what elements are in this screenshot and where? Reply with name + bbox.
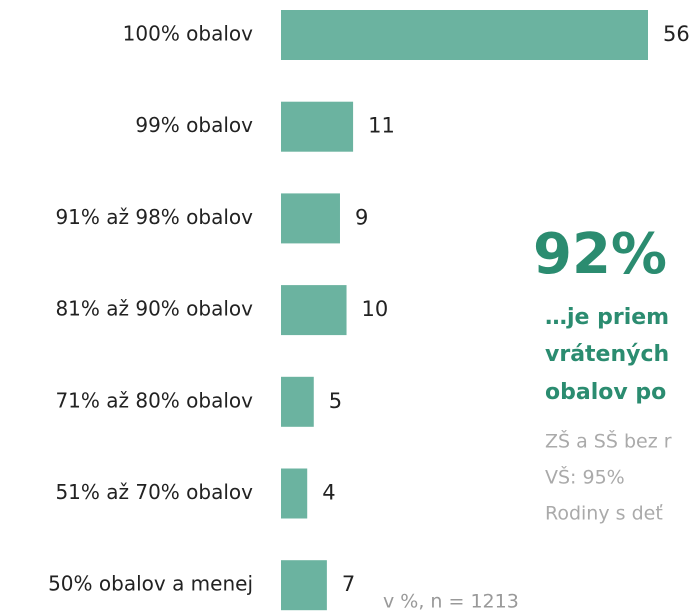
value-label: 4	[322, 481, 335, 505]
annotation-line: …je priem	[545, 305, 669, 330]
category-label: 71% až 80% obalov	[55, 388, 253, 412]
value-label: 11	[368, 114, 395, 138]
bar	[281, 560, 327, 611]
category-label: 81% až 90% obalov	[55, 297, 253, 321]
bar	[281, 10, 648, 60]
category-label: 100% obalov	[123, 22, 254, 46]
bar	[281, 193, 340, 244]
annotation-detail: ZŠ a SŠ bez r	[545, 429, 672, 453]
value-label: 9	[355, 205, 368, 229]
note: v %, n = 1213	[383, 591, 519, 612]
category-label: 50% obalov a menej	[48, 572, 253, 596]
bar	[281, 376, 314, 427]
bar	[281, 468, 308, 519]
value-label: 7	[342, 572, 355, 596]
annotation-headline: 92%	[533, 222, 667, 287]
value-label: 56	[663, 22, 690, 46]
category-label: 99% obalov	[135, 113, 253, 137]
annotation-line: vrátených	[545, 342, 669, 367]
annotation-detail: VŠ: 95%	[545, 465, 625, 489]
bar	[281, 285, 347, 336]
value-label: 5	[329, 389, 342, 413]
annotation-detail: Rodiny s deť	[545, 503, 663, 525]
bar	[281, 101, 354, 152]
category-label: 91% až 98% obalov	[55, 205, 253, 229]
category-label: 51% až 70% obalov	[55, 480, 253, 504]
annotation-line: obalov po	[545, 380, 666, 405]
value-label: 10	[362, 297, 389, 321]
